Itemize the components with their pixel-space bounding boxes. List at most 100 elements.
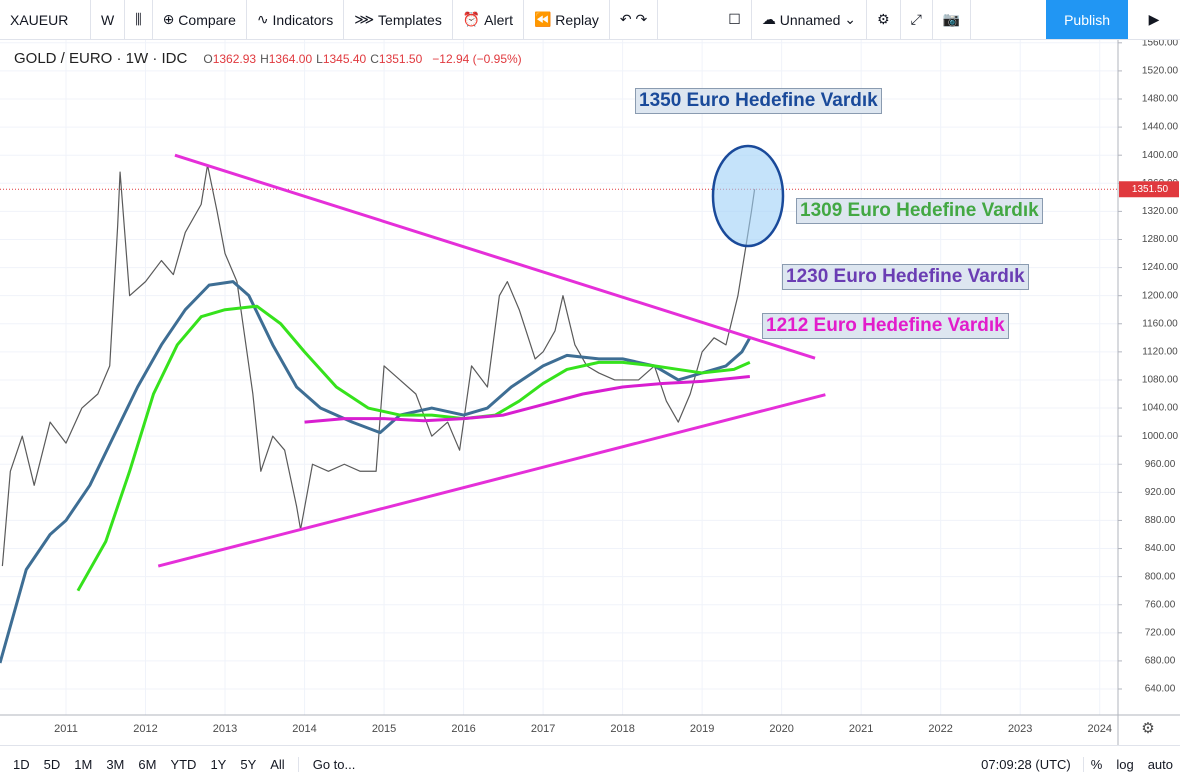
x-tick-label: 2015 (372, 723, 396, 735)
y-tick-label: 720.00 (1145, 627, 1176, 638)
templates-label: Templates (378, 11, 442, 28)
series-line (1, 164, 756, 567)
range-button[interactable]: All (270, 757, 285, 772)
y-tick-label: 1000.00 (1142, 431, 1179, 442)
x-tick-label: 2017 (531, 723, 555, 735)
range-button[interactable]: 1M (74, 757, 93, 772)
layout[interactable]: ☁ Unnamed ⌄ (752, 0, 868, 39)
bottom-toolbar: 1D 5D 1M 3M 6M YTD 1Y 5Y All Go to... 07:09:28 (… (0, 745, 1180, 783)
replay-label: Replay (555, 11, 599, 28)
indicators[interactable]: ∿ Indicators (247, 0, 345, 39)
y-tick-label: 1280.00 (1142, 234, 1179, 245)
annotation: 1212 Euro Hedefine Vardık (762, 313, 1009, 339)
range-button[interactable]: 5D (43, 757, 61, 772)
compare[interactable]: ⊕ Compare (153, 0, 247, 39)
y-tick-label: 640.00 (1145, 684, 1176, 695)
range-button[interactable]: YTD (170, 757, 197, 772)
symbol-title: GOLD / EURO · 1W · IDC (14, 50, 188, 67)
top-toolbar: XAUEUR W ⫼ ⊕ Compare ∿ Indicators ⋙ Temp… (0, 0, 1180, 40)
y-tick-label: 1080.00 (1142, 375, 1179, 386)
ranges: 1D 5D 1M 3M 6M YTD 1Y 5Y All (0, 757, 298, 772)
indicators-label: Indicators (272, 11, 334, 28)
replay[interactable]: ⏪ Replay (524, 0, 610, 39)
series-line (304, 374, 750, 424)
x-tick-label: 2021 (849, 723, 873, 735)
range-button[interactable]: 6M (138, 757, 157, 772)
fullscreen-box[interactable]: ☐ (718, 0, 752, 39)
annotation: 1230 Euro Hedefine Vardık (782, 264, 1029, 290)
auto-toggle[interactable]: auto (1147, 757, 1173, 772)
range-button[interactable]: 1D (13, 757, 30, 772)
y-tick-label: 1040.00 (1142, 403, 1179, 414)
settings[interactable]: ⚙ (867, 0, 901, 39)
goto[interactable]: Go to... (297, 757, 363, 772)
y-tick-label: 840.00 (1145, 543, 1176, 554)
ohlc-key: L (316, 51, 323, 66)
y-tick-label: 1440.00 (1142, 122, 1179, 133)
percent-toggle[interactable]: % (1090, 757, 1103, 772)
x-tick-label: 2019 (690, 723, 714, 735)
y-tick-label: 960.00 (1145, 459, 1176, 470)
y-tick-label: 1560.00 (1142, 37, 1179, 48)
x-tick-label: 2022 (928, 723, 952, 735)
publish-button[interactable]: Publish (1046, 0, 1128, 39)
layout-label: Unnamed (779, 11, 841, 28)
series-line (174, 153, 816, 360)
x-tick-label: 2011 (54, 723, 78, 735)
y-tick-label: 880.00 (1145, 515, 1176, 526)
x-tick-label: 2013 (213, 723, 237, 735)
y-tick-label: 1400.00 (1142, 150, 1179, 161)
axis-settings: ⚙ (1141, 720, 1154, 737)
ohlc-key: C (370, 51, 379, 66)
highlight-circle (711, 144, 785, 248)
time: 07:09:28 (UTC) (974, 757, 1084, 772)
last-price-box (1119, 181, 1179, 198)
y-tick-label: 1480.00 (1142, 94, 1179, 105)
y-tick-label: 1520.00 (1142, 66, 1179, 77)
expand[interactable]: ⤢ (901, 0, 933, 39)
y-tick-label: 1240.00 (1142, 262, 1179, 273)
ohlc-value: 1345.40 (322, 51, 367, 66)
x-tick-label: 2020 (769, 723, 793, 735)
last-price-label: 1351.50 (1132, 184, 1169, 195)
x-tick-label: 2023 (1008, 723, 1032, 735)
ohlc-value: 1364.00 (268, 51, 313, 66)
ohlc-value: 1351.50 (378, 51, 423, 66)
alert-label: Alert (484, 11, 513, 28)
ohlc-value: 1362.93 (212, 51, 257, 66)
y-tick-label: 1320.00 (1142, 206, 1179, 217)
y-tick-label: 1160.00 (1142, 318, 1178, 329)
alert[interactable]: ⏰ Alert (453, 0, 524, 39)
y-tick-label: 680.00 (1145, 656, 1176, 667)
range-button[interactable]: 5Y (240, 757, 257, 772)
y-tick-label: 760.00 (1145, 599, 1176, 610)
log-toggle[interactable]: log (1116, 757, 1134, 772)
y-tick-label: 800.00 (1145, 571, 1176, 582)
y-tick-label: 1200.00 (1142, 290, 1179, 301)
interval[interactable]: W (91, 0, 126, 39)
ohlc: O 1362.93 H 1364.00 L 1345.40 C 1351.50 (203, 52, 426, 66)
x-tick-label: 2016 (451, 723, 475, 735)
range-button[interactable]: 3M (106, 757, 125, 772)
snapshot[interactable]: 📷 (933, 0, 972, 39)
chart-style[interactable]: ⫼ (125, 0, 153, 39)
ohlc-key: H (260, 51, 269, 66)
legend-header: GOLD / EURO · 1W · IDC O 1362.93 H 1364.00 L… (14, 50, 526, 67)
symbol-search[interactable]: XAUEUR (0, 0, 91, 39)
x-tick-label: 2024 (1087, 723, 1111, 735)
x-tick-label: 2018 (610, 723, 634, 735)
undo[interactable]: ↶ ↷ (610, 0, 659, 39)
series-line (0, 280, 752, 664)
x-tick-label: 2014 (292, 723, 316, 735)
annotation: 1350 Euro Hedefine Vardık (635, 88, 882, 114)
stream-button[interactable]: ▶ (1148, 11, 1160, 27)
y-tick-label: 920.00 (1145, 487, 1176, 498)
range-button[interactable]: 1Y (210, 757, 227, 772)
templates[interactable]: ⋙ Templates (344, 0, 453, 39)
series-line (76, 304, 751, 592)
compare-label: Compare (178, 11, 236, 28)
series-line (157, 393, 826, 568)
y-tick-label: 1120.00 (1142, 347, 1178, 358)
